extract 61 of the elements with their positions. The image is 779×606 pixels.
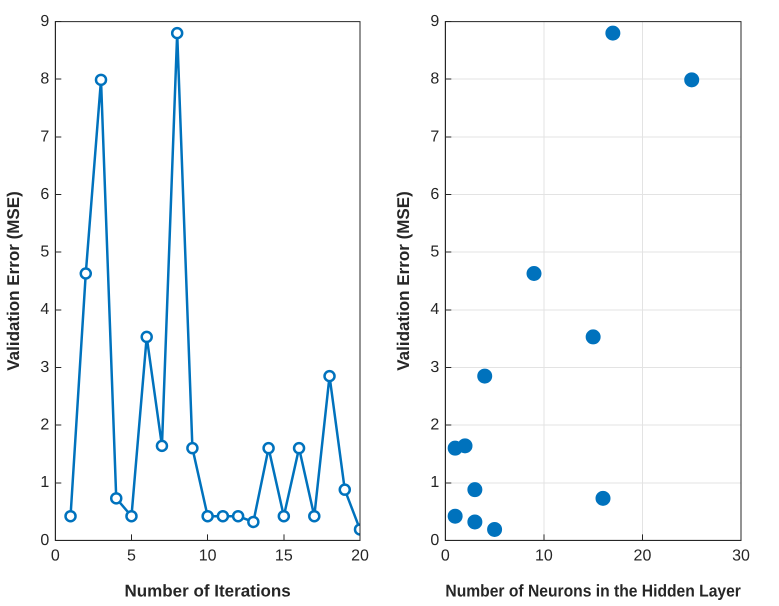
point <box>247 516 260 528</box>
y-axis-title: Validation Error (MSE) <box>394 191 413 371</box>
point <box>110 492 122 505</box>
x-tick-label: 5 <box>127 547 136 564</box>
y-axis-title: Validation Error (MSE) <box>4 191 23 371</box>
y-tick-label: 0 <box>40 532 50 549</box>
y-tick-label: 2 <box>40 416 50 434</box>
y-tick-label: 7 <box>430 128 440 146</box>
y-tick-label: 5 <box>430 244 440 261</box>
y-tick-label: 9 <box>40 13 50 30</box>
point <box>448 440 463 456</box>
point <box>308 510 321 522</box>
point <box>216 510 230 522</box>
point <box>684 72 700 88</box>
x-tick-label: 30 <box>732 547 750 564</box>
y-tick-label: 7 <box>40 128 50 146</box>
point <box>186 442 199 454</box>
y-tick-label: 6 <box>40 186 50 203</box>
x-axis-title: Number of Iterations <box>124 581 291 600</box>
point <box>596 490 611 506</box>
point <box>467 482 482 498</box>
y-tick-label: 4 <box>40 301 50 318</box>
point <box>80 267 92 280</box>
x-axis-title: Number of Neurons in the Hidden Layer <box>445 582 742 601</box>
point <box>278 510 290 522</box>
y-tick-label: 8 <box>430 70 440 88</box>
y-tick-label: 3 <box>430 358 440 376</box>
x-tick-label: 10 <box>198 547 217 564</box>
x-tick-label: 15 <box>274 547 293 564</box>
point <box>232 510 244 522</box>
x-tick-label: 20 <box>634 547 652 564</box>
point <box>526 266 542 282</box>
y-tick-label: 9 <box>430 13 440 30</box>
point <box>605 26 620 41</box>
y-tick-label: 0 <box>430 532 440 549</box>
y-tick-label: 5 <box>40 244 50 261</box>
y-tick-label: 6 <box>430 186 440 203</box>
point <box>292 442 306 454</box>
point <box>323 370 336 382</box>
point <box>262 442 275 454</box>
point <box>338 483 352 496</box>
y-tick-label: 4 <box>430 301 440 318</box>
y-tick-label: 2 <box>430 416 440 434</box>
y-tick-label: 1 <box>430 474 440 492</box>
y-tick-label: 3 <box>40 358 50 376</box>
y-tick-label: 8 <box>40 70 50 88</box>
point <box>156 440 168 452</box>
point <box>467 514 482 530</box>
y-tick-label: 1 <box>40 474 50 492</box>
x-tick-label: 10 <box>534 547 553 564</box>
point <box>125 510 138 522</box>
point <box>477 368 492 384</box>
point <box>586 329 601 344</box>
point <box>140 330 153 344</box>
point <box>448 508 463 524</box>
point <box>201 510 214 522</box>
point <box>94 74 108 86</box>
point <box>170 26 184 40</box>
point <box>487 522 502 537</box>
x-tick-label: 20 <box>351 547 369 564</box>
point <box>64 510 77 522</box>
